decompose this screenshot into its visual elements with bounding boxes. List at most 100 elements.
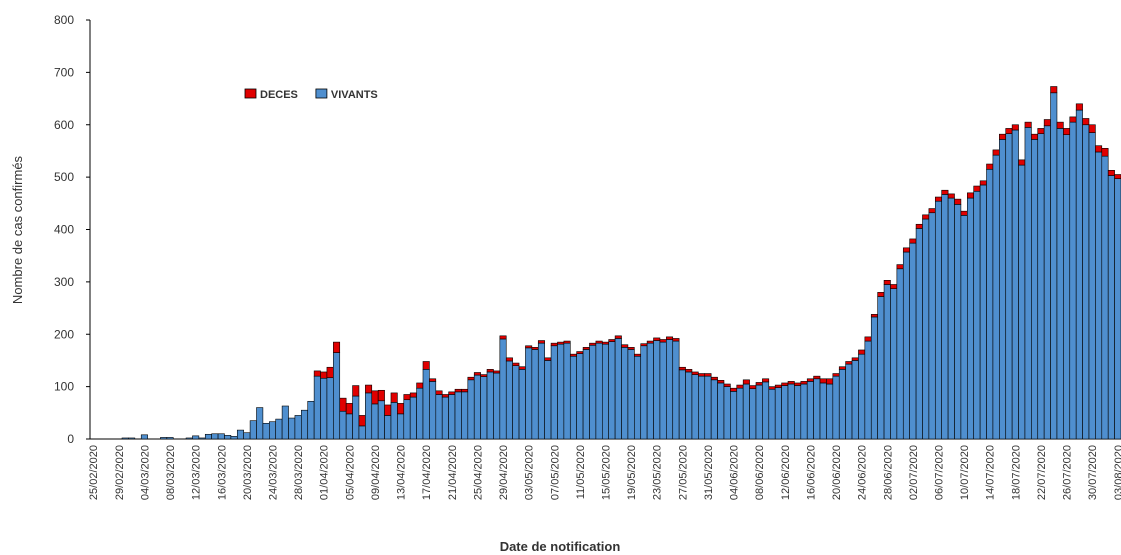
x-tick-label: 27/05/2020 xyxy=(677,445,689,500)
x-tick-label: 08/03/2020 xyxy=(165,445,177,500)
bar-segment xyxy=(493,370,501,374)
bar-segment xyxy=(717,380,725,384)
bar-segment xyxy=(1018,164,1026,440)
bar-segment xyxy=(544,360,552,440)
bar-segment xyxy=(1031,133,1039,140)
bar-segment xyxy=(806,381,814,440)
bar-segment xyxy=(698,373,706,377)
x-tick-label: 13/04/2020 xyxy=(396,445,408,500)
bar-segment xyxy=(326,377,334,440)
x-tick-label: 17/04/2020 xyxy=(421,445,433,500)
bar-segment xyxy=(192,435,200,440)
bar-segment xyxy=(909,242,917,440)
bar-segment xyxy=(1024,121,1032,128)
bar-segment xyxy=(826,378,834,385)
bar-segment xyxy=(550,345,558,440)
x-tick-label: 16/03/2020 xyxy=(216,445,228,500)
bar-segment xyxy=(755,384,763,440)
bar-segment xyxy=(256,407,264,440)
bar-segment xyxy=(723,386,731,440)
x-tick-label: 22/07/2020 xyxy=(1036,445,1048,500)
bar-segment xyxy=(826,383,834,440)
bar-segment xyxy=(371,390,379,405)
bar-segment xyxy=(659,341,667,440)
x-tick-label: 08/06/2020 xyxy=(754,445,766,500)
bar-segment xyxy=(313,370,321,377)
bar-segment xyxy=(877,292,885,297)
bar-segment xyxy=(787,381,795,385)
bar-segment xyxy=(1114,174,1121,179)
y-tick-label: 200 xyxy=(54,327,74,341)
bar-segment xyxy=(999,139,1007,440)
bar-segment xyxy=(704,373,712,377)
bar-segment xyxy=(525,347,533,440)
x-tick-label: 28/06/2020 xyxy=(882,445,894,500)
bar-segment xyxy=(576,353,584,440)
bar-segment xyxy=(704,375,712,440)
bar-segment xyxy=(128,437,136,440)
bar-segment xyxy=(653,337,661,341)
bar-segment xyxy=(640,345,648,440)
bar-segment xyxy=(832,373,840,377)
bar-segment xyxy=(601,343,610,440)
x-tick-label: 25/02/2020 xyxy=(88,445,100,500)
bar-segment xyxy=(301,409,309,440)
bar-segment xyxy=(851,357,859,361)
bar-segment xyxy=(941,189,949,195)
bar-segment xyxy=(1056,128,1064,440)
bar-segment xyxy=(813,378,821,440)
bar-segment xyxy=(243,432,251,440)
bar-segment xyxy=(717,382,725,440)
bar-segment xyxy=(409,392,417,398)
bar-segment xyxy=(1024,127,1032,440)
bar-segment xyxy=(224,435,232,440)
bar-segment xyxy=(416,387,424,440)
x-tick-label: 30/07/2020 xyxy=(1087,445,1099,500)
bar-segment xyxy=(1095,145,1103,153)
bar-segment xyxy=(858,353,866,440)
bar-segment xyxy=(1107,175,1115,440)
bar-segment xyxy=(736,384,744,389)
bar-segment xyxy=(806,378,814,382)
bar-segment xyxy=(685,371,693,440)
bar-segment xyxy=(1088,132,1096,440)
bar-segment xyxy=(614,335,622,339)
bar-segment xyxy=(870,316,878,440)
bar-segment xyxy=(576,351,584,354)
bar-segment xyxy=(525,345,533,349)
legend-swatch xyxy=(315,88,328,99)
bar-segment xyxy=(954,198,962,205)
bar-segment xyxy=(774,384,782,388)
bar-segment xyxy=(781,382,789,386)
bar-segment xyxy=(557,341,565,345)
x-tick-label: 19/05/2020 xyxy=(626,445,638,500)
bar-segment xyxy=(320,377,328,440)
bar-segment xyxy=(723,383,731,387)
y-axis-title: Nombre de cas confirmés xyxy=(10,155,25,304)
bar-segment xyxy=(505,360,513,440)
bar-segment xyxy=(1018,159,1026,166)
x-tick-label: 12/03/2020 xyxy=(191,445,203,500)
bar-segment xyxy=(269,421,277,440)
y-tick-label: 100 xyxy=(54,380,74,394)
bar-segment xyxy=(1011,124,1019,131)
bar-segment xyxy=(954,204,962,440)
bar-segment xyxy=(1069,121,1077,440)
bar-segment xyxy=(262,422,270,440)
bar-segment xyxy=(499,338,507,440)
bar-segment xyxy=(204,433,212,440)
bar-segment xyxy=(992,149,1000,156)
bar-segment xyxy=(922,218,930,440)
bar-segment xyxy=(198,437,206,440)
bar-segment xyxy=(294,415,302,440)
bar-segment xyxy=(1069,116,1077,123)
bar-segment xyxy=(140,434,148,440)
bar-segment xyxy=(601,341,610,345)
bar-segment xyxy=(486,369,494,373)
x-tick-label: 15/05/2020 xyxy=(601,445,613,500)
bar-segment xyxy=(185,437,193,440)
x-tick-label: 16/06/2020 xyxy=(805,445,817,500)
y-tick-label: 300 xyxy=(54,275,74,289)
bar-segment xyxy=(486,371,494,440)
